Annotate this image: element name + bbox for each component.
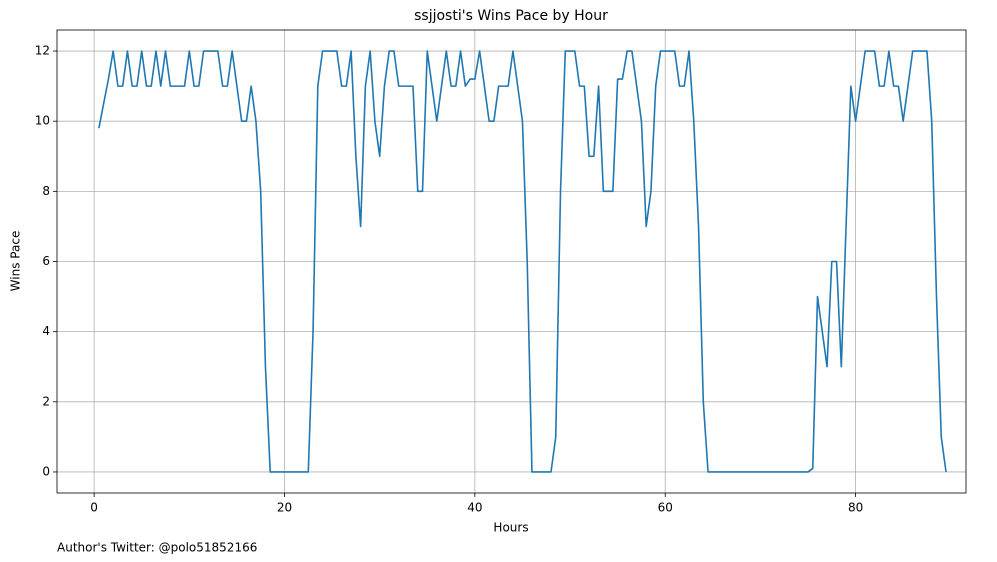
x-tick-label: 80 bbox=[848, 501, 863, 515]
y-tick-label: 10 bbox=[35, 114, 50, 128]
x-tick-label: 60 bbox=[658, 501, 673, 515]
x-tick-label: 40 bbox=[467, 501, 482, 515]
x-axis-label: Hours bbox=[493, 521, 528, 535]
y-tick-label: 8 bbox=[42, 184, 50, 198]
y-tick-label: 4 bbox=[42, 324, 50, 338]
y-tick-label: 12 bbox=[35, 44, 50, 58]
chart-title: ssjjosti's Wins Pace by Hour bbox=[414, 8, 608, 24]
x-tick-label: 0 bbox=[90, 501, 98, 515]
plot-frame bbox=[56, 29, 967, 494]
y-tick-label: 6 bbox=[42, 254, 50, 268]
x-tick-label: 20 bbox=[277, 501, 292, 515]
y-tick-label: 0 bbox=[42, 464, 50, 478]
y-tick-label: 2 bbox=[42, 394, 50, 408]
footnote: Author's Twitter: @polo51852166 bbox=[57, 541, 257, 555]
data-line bbox=[98, 50, 947, 473]
y-axis-label: Wins Pace bbox=[9, 231, 23, 292]
